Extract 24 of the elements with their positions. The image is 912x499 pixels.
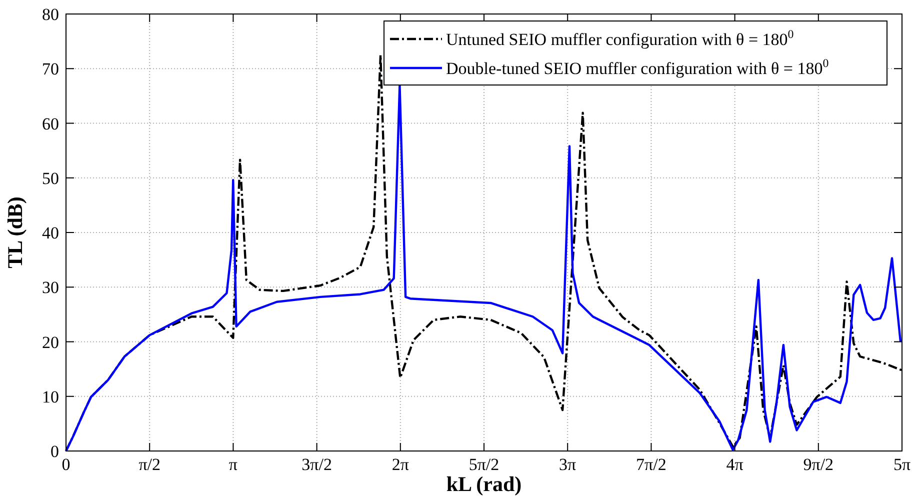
x-axis-title: kL (rad) — [446, 472, 522, 496]
x-tick-label: 3π — [559, 455, 577, 474]
y-tick-label: 30 — [42, 278, 59, 298]
x-tick-label: π — [228, 455, 238, 474]
legend-label: Untuned SEIO muffler configuration with θ = 180$^{0}$ — [446, 27, 794, 49]
y-tick-label: 0 — [50, 442, 59, 461]
x-tick-label: 5π — [893, 455, 911, 474]
x-tick-label: 9π/2 — [803, 455, 834, 474]
y-tick-label: 10 — [42, 387, 59, 406]
x-tick-label: 7π/2 — [636, 455, 666, 474]
x-tick-label: 4π — [726, 455, 744, 474]
y-tick-label: 80 — [42, 5, 59, 24]
legend-label: Double-tuned SEIO muffler configuration with θ = 180$^{0}$ — [446, 56, 829, 78]
y-axis-title: TL (dB) — [3, 196, 27, 268]
y-tick-label: 20 — [42, 332, 59, 352]
y-tick-label: 70 — [42, 60, 59, 79]
x-tick-label: 3π/2 — [302, 455, 332, 474]
x-tick-label: 5π/2 — [468, 455, 500, 474]
x-tick-label: π/2 — [138, 455, 161, 474]
y-tick-label: 50 — [42, 168, 59, 188]
x-tick-label: 0 — [62, 455, 70, 474]
y-tick-label: 60 — [42, 114, 59, 134]
y-tick-label: 40 — [42, 224, 59, 242]
x-tick-label: 2π — [392, 455, 410, 474]
